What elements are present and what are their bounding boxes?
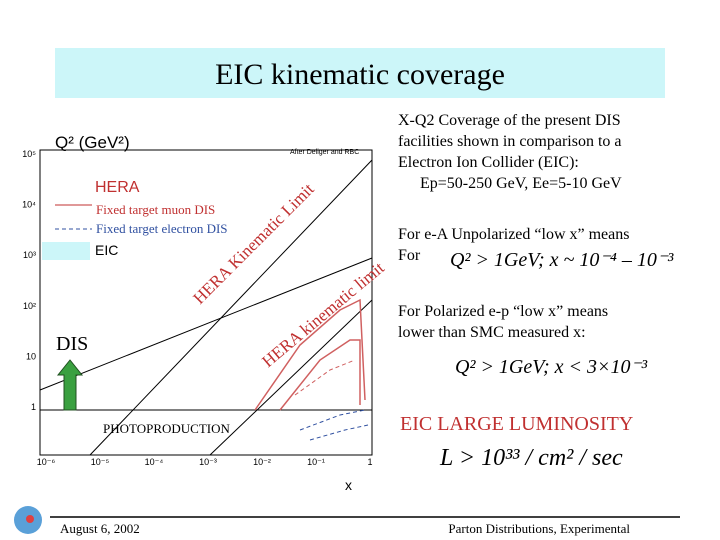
note-formula: Q² > 1GeV; x < 3×10⁻³: [455, 356, 648, 378]
y-axis-label: Q² (GeV²): [55, 133, 130, 152]
photoproduction-label: PHOTOPRODUCTION: [103, 421, 230, 436]
notes: X-Q2 Coverage of the present DIS faciliti…: [398, 112, 674, 378]
plot: Q² (GeV²) After Deliger and RBC HERA Fix…: [22, 133, 388, 493]
legend-hera: HERA: [95, 179, 140, 196]
legend-electron: Fixed target electron DIS: [96, 221, 228, 236]
kinematic-limit: [39, 257, 373, 391]
eic-region: [294, 359, 356, 396]
y-tick-label: 10⁵: [22, 149, 36, 159]
note-line: facilities shown in comparison to a: [398, 133, 622, 150]
dis-arrow: [56, 359, 84, 411]
fixed-target-region: [309, 424, 369, 441]
kinematic-limit: [209, 299, 373, 456]
note-line: For Polarized e-p “low x” means: [398, 303, 608, 320]
fixed-target-region: [299, 409, 366, 431]
plot-frame: [39, 149, 373, 456]
dis-label: DIS: [56, 333, 88, 355]
kinematic-limit-label: HERA Kinematic Limit: [189, 179, 317, 307]
x-tick-label: 10⁻³: [199, 457, 217, 467]
title-banner: [55, 48, 665, 98]
x-tick-label: 1: [367, 457, 372, 467]
footer-topic: Parton Distributions, Experimental: [448, 521, 630, 536]
y-tick-label: 10³: [23, 250, 36, 260]
note-line: Electron Ion Collider (EIC):: [398, 154, 579, 171]
note-line: For e-A Unpolarized “low x” means: [398, 226, 629, 243]
legend-muon: Fixed target muon DIS: [96, 202, 215, 217]
x-tick-label: 10⁻⁶: [37, 457, 56, 467]
y-tick-label: 10: [26, 351, 36, 361]
x-tick-label: 10⁻⁵: [91, 457, 110, 467]
eic-region: [279, 339, 361, 411]
note-line: lower than SMC measured x:: [398, 324, 586, 341]
kinematic-limit: [89, 159, 373, 456]
footer-date: August 6, 2002: [60, 521, 140, 536]
eic-region: [254, 298, 366, 411]
x-tick-label: 10⁻²: [253, 457, 271, 467]
note-line: For: [398, 247, 421, 264]
note-line: X-Q2 Coverage of the present DIS: [398, 112, 621, 129]
luminosity-formula: L > 10³³ / cm² / sec: [439, 445, 623, 471]
logo-dot: [26, 515, 34, 523]
note-formula: Q² > 1GeV; x ~ 10⁻⁴ – 10⁻³: [450, 249, 674, 271]
luminosity-heading: EIC LARGE LUMINOSITY: [400, 413, 633, 435]
x-tick-label: 10⁻¹: [307, 457, 325, 467]
kinematic-limit-label: HERA kinematic limit: [258, 258, 388, 371]
y-tick-label: 10⁴: [22, 200, 36, 210]
credit: After Deliger and RBC: [290, 149, 359, 156]
legend-eic: EIC: [95, 242, 118, 258]
eic-swatch: [42, 242, 90, 260]
title: EIC kinematic coverage: [215, 58, 505, 91]
x-tick-label: 10⁻⁴: [145, 457, 164, 467]
y-tick-label: 10²: [23, 301, 36, 311]
x-axis-label: x: [345, 477, 352, 493]
note-line: Ep=50-250 GeV, Ee=5-10 GeV: [420, 175, 622, 192]
y-tick-label: 1: [31, 402, 36, 412]
